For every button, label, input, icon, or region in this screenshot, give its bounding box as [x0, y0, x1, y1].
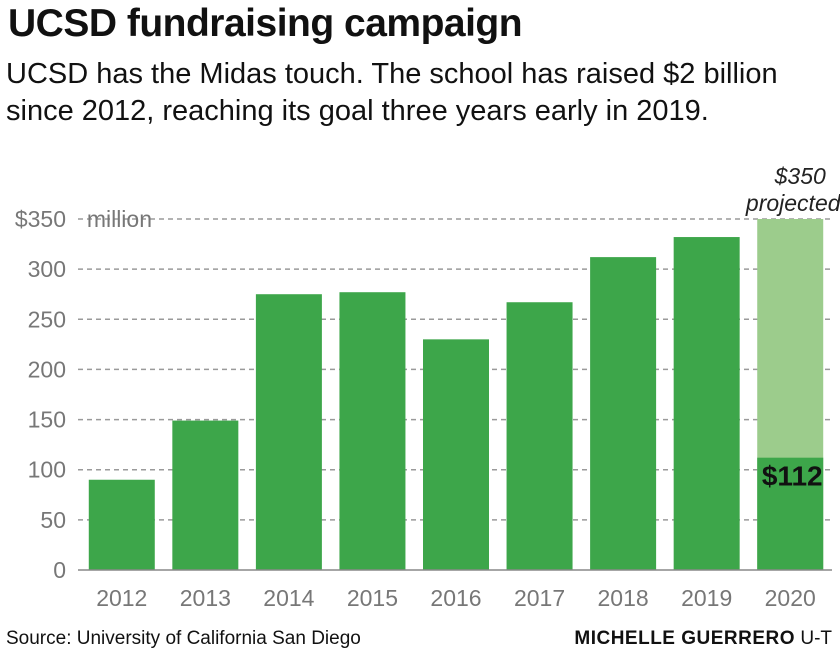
y-unit-label: million [87, 206, 152, 232]
projected-label-line2: projected [745, 190, 840, 216]
x-tick-label: 2014 [263, 585, 314, 611]
y-tick-label: $350 [15, 206, 66, 232]
x-tick-label: 2018 [598, 585, 649, 611]
y-tick-label: 150 [28, 407, 66, 433]
projected-label: $350 [774, 163, 826, 189]
bar-2012 [88, 479, 155, 570]
x-tick-label: 2015 [347, 585, 398, 611]
bar-2013 [172, 420, 239, 570]
x-tick-label: 2012 [96, 585, 147, 611]
y-tick-label: 100 [28, 457, 66, 483]
value-label: $112 [762, 461, 823, 492]
credit-line: MICHELLE GUERRERO U-T [574, 628, 832, 650]
x-tick-label: 2019 [681, 585, 732, 611]
bar-2017 [506, 302, 573, 570]
chart-subtitle: UCSD has the Midas touch. The school has… [6, 58, 778, 127]
y-tick-label: 300 [28, 256, 66, 282]
bar-2019 [673, 237, 740, 570]
x-tick-label: 2013 [180, 585, 231, 611]
credit-name: MICHELLE GUERRERO [574, 628, 796, 649]
bar-2014 [255, 294, 322, 570]
bar-2020 [757, 457, 824, 570]
x-tick-label: 2016 [430, 585, 481, 611]
bar-2015 [339, 292, 406, 570]
credit-org: U-T [800, 628, 832, 649]
bar-2018 [590, 257, 657, 570]
x-tick-label: 2020 [765, 585, 816, 611]
y-tick-label: 0 [53, 557, 66, 583]
chart-title: UCSD fundraising campaign [8, 2, 523, 45]
y-tick-label: 200 [28, 356, 66, 382]
source-note: Source: University of California San Die… [6, 628, 361, 649]
x-tick-label: 2017 [514, 585, 565, 611]
bar-2016 [423, 339, 489, 570]
y-tick-label: 250 [28, 306, 66, 332]
y-tick-label: 50 [40, 507, 66, 533]
